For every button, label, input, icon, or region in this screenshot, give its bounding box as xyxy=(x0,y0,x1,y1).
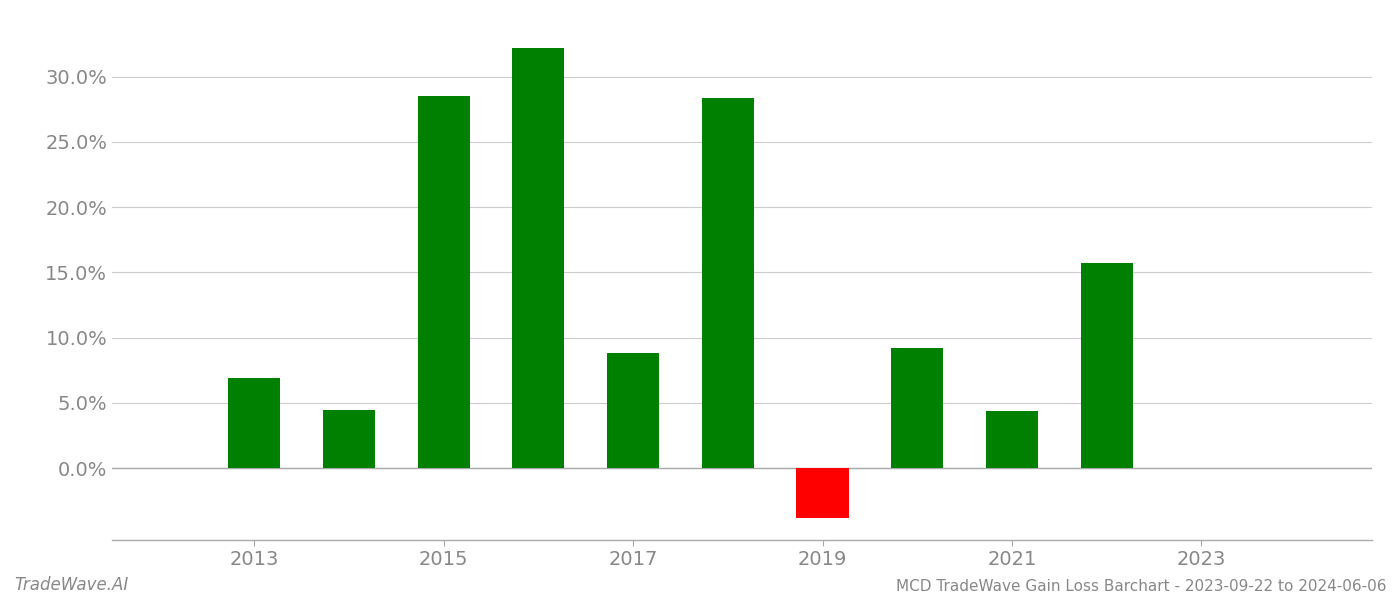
Bar xyxy=(608,353,659,468)
Bar xyxy=(323,410,375,468)
Text: MCD TradeWave Gain Loss Barchart - 2023-09-22 to 2024-06-06: MCD TradeWave Gain Loss Barchart - 2023-… xyxy=(896,579,1386,594)
Bar xyxy=(701,98,753,468)
Bar xyxy=(892,348,944,468)
Bar xyxy=(512,48,564,468)
Bar xyxy=(1081,263,1133,468)
Bar xyxy=(228,378,280,468)
Bar xyxy=(417,97,469,468)
Text: TradeWave.AI: TradeWave.AI xyxy=(14,576,129,594)
Bar xyxy=(797,468,848,518)
Bar xyxy=(986,411,1037,468)
